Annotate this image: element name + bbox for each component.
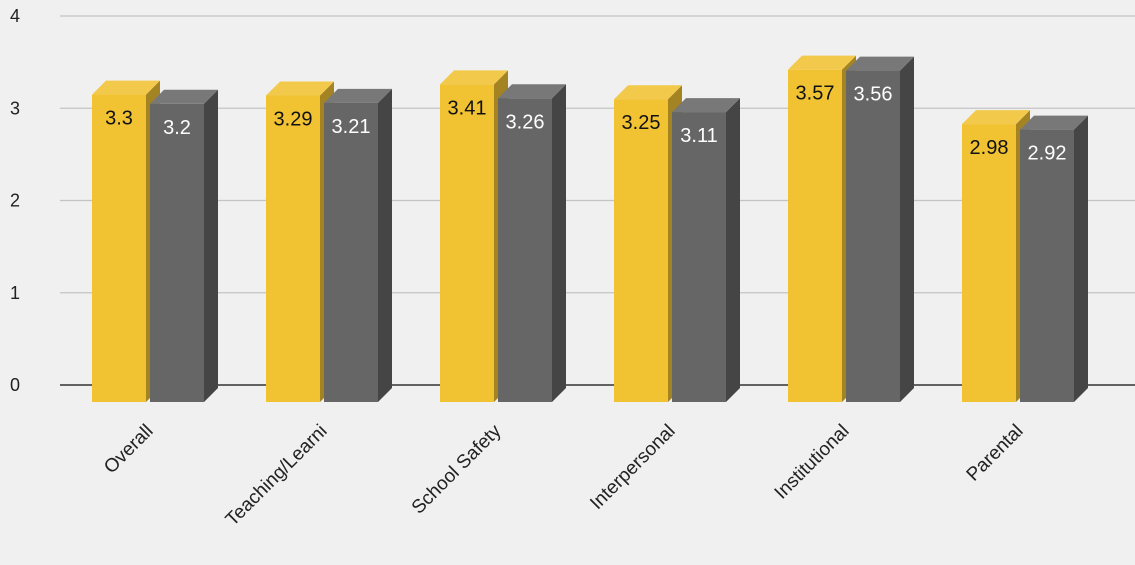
data-label: 3.11 bbox=[680, 125, 717, 147]
bar-top bbox=[788, 55, 856, 70]
data-label: 3.56 bbox=[854, 84, 893, 106]
bar-top bbox=[614, 85, 682, 100]
data-label: 3.57 bbox=[796, 83, 835, 105]
x-tick-label: Institutional bbox=[771, 421, 854, 504]
bar-top bbox=[92, 80, 160, 95]
x-axis-categories: Overall Teaching/Learni School Safety Inter… bbox=[100, 420, 1027, 530]
bars: 3.3 3.2 3.29 3.21 3.41 3.26 3.25 3.11 3.57 3.56 2.… bbox=[92, 55, 1088, 403]
bar-side bbox=[204, 89, 218, 403]
bar: 3.11 bbox=[672, 98, 740, 402]
bar: 3.3 bbox=[92, 80, 160, 402]
bar: 3.26 bbox=[498, 84, 566, 402]
bar-top bbox=[440, 70, 508, 85]
x-tick-label: Overall bbox=[100, 421, 157, 478]
bar: 3.56 bbox=[846, 56, 914, 403]
bar-top bbox=[846, 56, 914, 71]
bar-top bbox=[1020, 115, 1088, 130]
bar-front bbox=[962, 124, 1016, 402]
bar-top bbox=[498, 84, 566, 99]
bar-top bbox=[962, 110, 1030, 125]
bar: 2.98 bbox=[962, 110, 1030, 402]
data-label: 3.26 bbox=[506, 111, 545, 133]
bar-top bbox=[150, 89, 218, 104]
bar-side bbox=[900, 56, 914, 403]
bar-front bbox=[440, 84, 494, 403]
bar-front bbox=[92, 94, 146, 402]
bar: 3.57 bbox=[788, 55, 856, 402]
bar-front bbox=[846, 70, 900, 402]
bar-side bbox=[378, 88, 392, 402]
x-tick-label: School Safety bbox=[408, 420, 506, 518]
bar-top bbox=[672, 98, 740, 113]
y-axis-ticks: 0 1 2 3 4 bbox=[10, 6, 20, 395]
data-label: 3.2 bbox=[163, 117, 191, 139]
bar-front bbox=[788, 69, 842, 402]
bar-front bbox=[150, 103, 204, 403]
data-label: 3.29 bbox=[274, 108, 313, 130]
bar: 3.2 bbox=[150, 89, 218, 403]
bar: 3.29 bbox=[266, 81, 334, 402]
x-tick-label: Interpersonal bbox=[586, 421, 679, 514]
data-label: 2.98 bbox=[970, 137, 1009, 159]
bar-side bbox=[726, 98, 740, 402]
y-tick-label: 2 bbox=[10, 191, 20, 211]
bar-front bbox=[324, 102, 378, 402]
bar: 3.41 bbox=[440, 70, 508, 403]
y-tick-label: 3 bbox=[10, 98, 20, 118]
bar-front bbox=[1020, 129, 1074, 402]
x-tick-label: Teaching/Learni bbox=[222, 421, 332, 531]
bar-side bbox=[552, 84, 566, 402]
bar: 3.21 bbox=[324, 88, 392, 402]
bar-side bbox=[1074, 115, 1088, 402]
data-label: 3.41 bbox=[448, 97, 487, 119]
y-tick-label: 4 bbox=[10, 6, 20, 26]
bar-top bbox=[266, 81, 334, 96]
bar: 3.25 bbox=[614, 85, 682, 402]
bar-front bbox=[672, 112, 726, 402]
x-tick-label: Parental bbox=[963, 421, 1028, 486]
data-label: 3.3 bbox=[105, 108, 133, 130]
data-label: 3.25 bbox=[622, 112, 661, 134]
bar-front bbox=[614, 99, 668, 402]
gridlines bbox=[60, 15, 1135, 386]
bar: 2.92 bbox=[1020, 115, 1088, 402]
bar-front bbox=[498, 98, 552, 402]
data-label: 2.92 bbox=[1028, 143, 1067, 165]
data-label: 3.21 bbox=[332, 116, 371, 138]
y-tick-label: 0 bbox=[10, 375, 20, 395]
bar-front bbox=[266, 95, 320, 402]
y-tick-label: 1 bbox=[10, 283, 20, 303]
bar-top bbox=[324, 88, 392, 103]
